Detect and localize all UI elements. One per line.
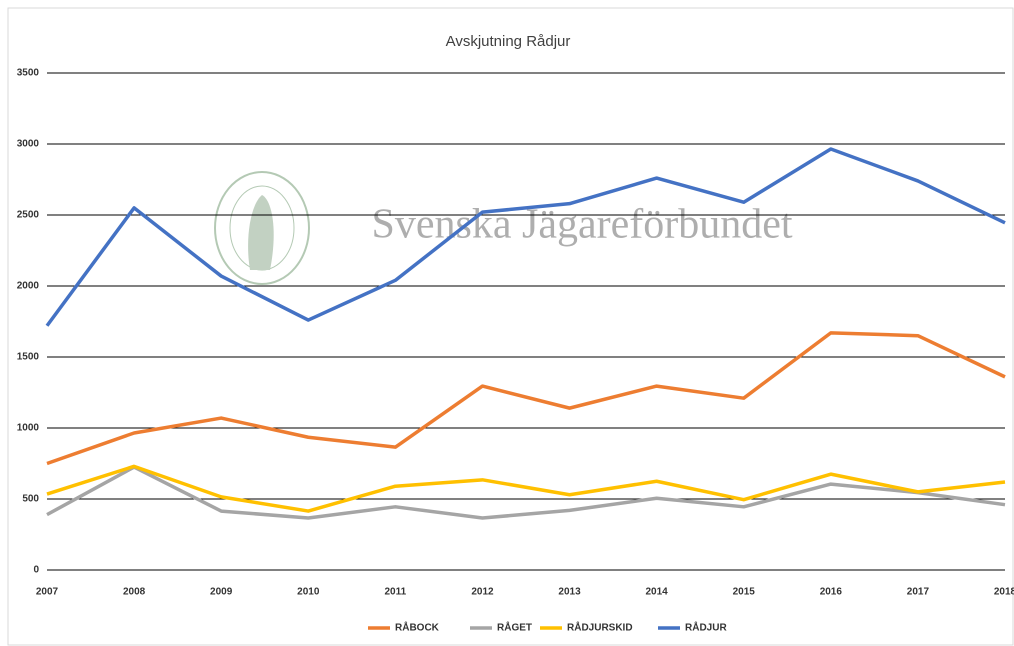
series-line: [46, 331, 1006, 466]
x-tick-label: 2007: [36, 587, 59, 598]
y-tick-label: 2000: [17, 281, 40, 292]
y-tick-label: 2500: [17, 210, 40, 221]
x-tick-label: 2012: [471, 587, 494, 598]
x-tick-label: 2017: [907, 587, 930, 598]
y-tick-label: 1500: [17, 352, 40, 363]
series-line: [46, 464, 1006, 513]
x-tick-label: 2014: [646, 587, 669, 598]
logo: [214, 171, 310, 285]
x-tick-label: 2010: [297, 587, 320, 598]
legend-label: RÅDJUR: [685, 621, 727, 634]
x-tick-label: 2015: [733, 587, 756, 598]
x-tick-label: 2013: [558, 587, 581, 598]
y-tick-label: 1000: [17, 423, 40, 434]
x-tick-label: 2008: [123, 587, 146, 598]
x-tick-label: 2018: [994, 587, 1014, 598]
y-tick-label: 500: [22, 494, 39, 505]
y-tick-label: 0: [33, 565, 39, 576]
y-tick-label: 3500: [17, 68, 40, 79]
watermark: Svenska Jägareförbundet: [371, 202, 792, 248]
legend-label: RÅBOCK: [395, 621, 440, 634]
legend-label: RÅDJURSKID: [567, 621, 633, 634]
series-line: [45, 147, 1006, 327]
chart-title: Avskjutning Rådjur: [446, 33, 571, 50]
chart-frame: [7, 7, 1014, 646]
y-tick-label: 3000: [17, 139, 40, 150]
x-tick-label: 2009: [210, 587, 233, 598]
series-line: [46, 465, 1006, 520]
legend-label: RÅGET: [497, 621, 532, 634]
x-tick-label: 2016: [820, 587, 843, 598]
x-tick-label: 2011: [385, 587, 407, 598]
